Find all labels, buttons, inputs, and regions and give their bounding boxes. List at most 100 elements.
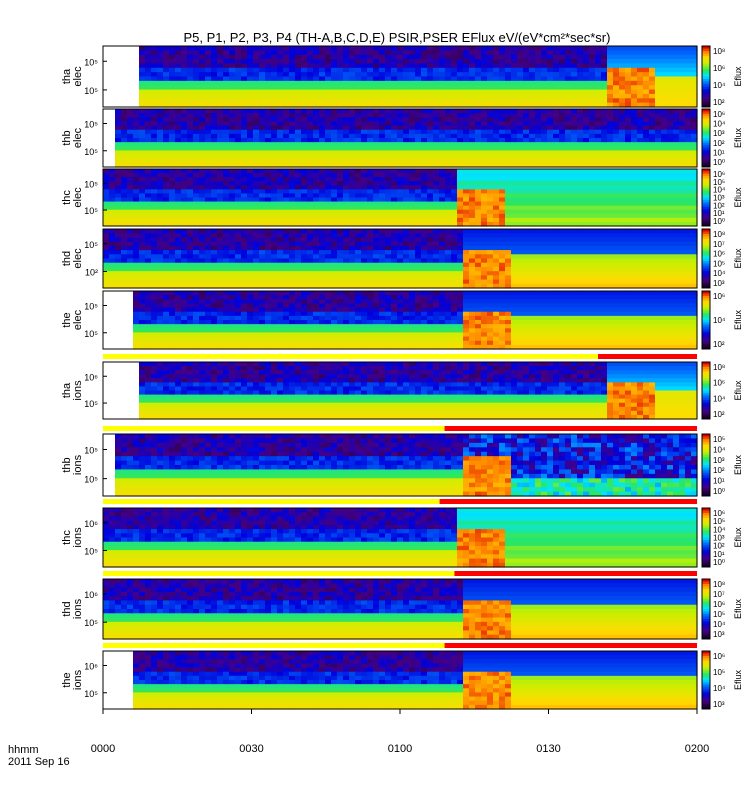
heatmap-cell	[595, 173, 602, 178]
heatmap-cell	[331, 241, 338, 247]
heatmap-cell	[403, 63, 410, 69]
heatmap-cell	[655, 189, 662, 195]
heatmap-cell	[553, 50, 560, 56]
heatmap-cell	[331, 89, 338, 95]
heatmap-cell	[301, 109, 308, 114]
heatmap-cell	[283, 229, 290, 234]
heatmap-cell	[391, 67, 398, 73]
heatmap-cell	[433, 146, 440, 152]
heatmap-cell	[397, 162, 404, 168]
heatmap-cell	[607, 150, 614, 156]
heatmap-cell	[583, 109, 590, 114]
heatmap-cell	[349, 125, 356, 131]
heatmap-cell	[583, 89, 590, 95]
heatmap-cell	[133, 154, 140, 160]
heatmap-cell	[661, 173, 668, 178]
heatmap-cell	[205, 125, 212, 131]
heatmap-cell	[475, 177, 482, 182]
heatmap-cell	[601, 209, 608, 215]
heatmap-cell	[253, 133, 260, 139]
heatmap-cell	[415, 154, 422, 160]
heatmap-cell	[277, 262, 284, 268]
heatmap-cell	[685, 67, 692, 73]
heatmap-cell	[379, 129, 386, 135]
heatmap-cell	[577, 89, 584, 95]
heatmap-cell	[109, 209, 116, 215]
heatmap-cell	[367, 233, 374, 239]
heatmap-cell	[493, 89, 500, 95]
heatmap-cell	[421, 150, 428, 156]
heatmap-cell	[169, 113, 176, 118]
heatmap-cell	[169, 181, 176, 186]
heatmap-cell	[601, 181, 608, 186]
heatmap-cell	[403, 185, 410, 190]
heatmap-cell	[667, 46, 674, 51]
heatmap-cell	[307, 173, 314, 178]
heatmap-cell	[283, 109, 290, 114]
heatmap-cell	[163, 262, 170, 268]
heatmap-cell	[565, 63, 572, 69]
heatmap-cell	[451, 158, 458, 164]
heatmap-cell	[271, 221, 278, 227]
heatmap-cell	[673, 162, 680, 168]
heatmap-cell	[577, 154, 584, 160]
heatmap-cell	[241, 146, 248, 152]
heatmap-cell	[475, 129, 482, 135]
heatmap-cell	[619, 150, 626, 156]
heatmap-cell	[541, 213, 548, 219]
heatmap-cell	[133, 250, 140, 255]
heatmap-cell	[421, 113, 428, 118]
heatmap-cell	[637, 133, 644, 139]
heatmap-cell	[559, 154, 566, 160]
heatmap-cell	[145, 50, 152, 56]
heatmap-cell	[241, 67, 248, 73]
heatmap-cell	[475, 93, 482, 99]
heatmap-cell	[211, 233, 218, 239]
heatmap-cell	[445, 129, 452, 135]
heatmap-cell	[649, 142, 656, 147]
heatmap-cell	[397, 102, 404, 108]
heatmap-cell	[631, 67, 638, 73]
heatmap-cell	[283, 245, 290, 251]
heatmap-cell	[427, 50, 434, 56]
heatmap-cell	[133, 177, 140, 182]
heatmap-cell	[427, 169, 434, 174]
heatmap-cell	[283, 193, 290, 199]
heatmap-cell	[577, 209, 584, 215]
heatmap-cell	[631, 146, 638, 152]
heatmap-cell	[589, 50, 596, 56]
heatmap-cell	[379, 197, 386, 203]
heatmap-cell	[163, 229, 170, 234]
heatmap-cell	[313, 125, 320, 131]
heatmap-cell	[193, 205, 200, 211]
heatmap-cell	[283, 76, 290, 82]
heatmap-cell	[391, 229, 398, 234]
heatmap-cell	[619, 154, 626, 160]
heatmap-cell	[403, 205, 410, 211]
heatmap-cell	[343, 154, 350, 160]
heatmap-cell	[409, 205, 416, 211]
colorbar-cell	[702, 199, 710, 203]
heatmap-cell	[601, 138, 608, 143]
heatmap-cell	[115, 233, 122, 239]
heatmap-cell	[445, 46, 452, 51]
heatmap-cell	[307, 250, 314, 255]
heatmap-cell	[385, 241, 392, 247]
heatmap-cell	[379, 271, 386, 276]
heatmap-cell	[145, 154, 152, 160]
heatmap-cell	[151, 63, 158, 69]
heatmap-cell	[559, 173, 566, 178]
heatmap-cell	[193, 98, 200, 104]
heatmap-cell	[631, 177, 638, 182]
heatmap-cell	[595, 201, 602, 207]
heatmap-cell	[121, 221, 128, 227]
heatmap-cell	[115, 221, 122, 227]
heatmap-cell	[403, 177, 410, 182]
heatmap-cell	[409, 229, 416, 234]
heatmap-cell	[433, 241, 440, 247]
heatmap-cell	[307, 271, 314, 276]
heatmap-cell	[355, 80, 362, 86]
heatmap-cell	[643, 142, 650, 147]
heatmap-cell	[547, 98, 554, 104]
heatmap-cell	[289, 169, 296, 174]
